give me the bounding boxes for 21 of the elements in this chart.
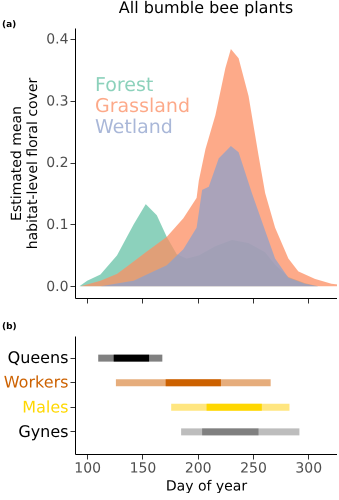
- x-tick-label: 100: [74, 460, 102, 476]
- text: Forest: [95, 74, 154, 96]
- x-tick-label: 300: [295, 460, 322, 476]
- y-tick-label: 0.1: [46, 216, 68, 233]
- x-tick-label: 150: [130, 460, 156, 476]
- y-tick-label: 0.4: [46, 32, 69, 48]
- x-tick-label: 200: [184, 460, 212, 476]
- y-tick-label: Males: [22, 397, 68, 416]
- text: Wetland: [95, 116, 173, 138]
- y-tick-label: 0.2: [46, 155, 68, 172]
- chart-title: All bumble bee plants: [118, 0, 294, 17]
- y-tick-label: 0.3: [46, 93, 68, 110]
- y-tick-label: Workers: [4, 372, 68, 392]
- y-axis-title: Estimated mean habitat-level floral cover: [9, 77, 42, 250]
- series-label: Grassland: [95, 95, 190, 117]
- text: (b): [2, 322, 17, 332]
- x-tick-label: 250: [240, 460, 267, 476]
- y-tick-label: Gynes: [18, 422, 68, 441]
- text: (a): [2, 20, 16, 30]
- y-tick-label: Queens: [8, 348, 68, 368]
- y-tick-label: 0.0: [46, 278, 68, 295]
